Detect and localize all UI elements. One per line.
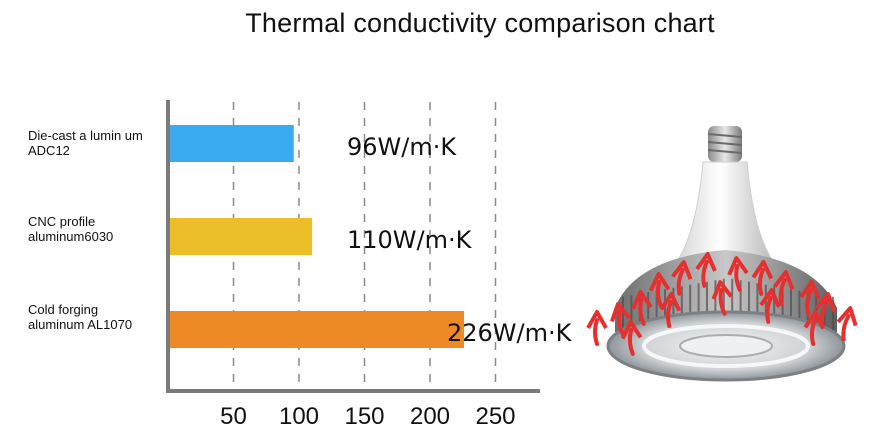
heat-arrow	[836, 306, 858, 342]
led-bulb-illustration	[586, 126, 858, 382]
heat-arrow	[759, 288, 781, 324]
heat-arrow	[586, 310, 608, 346]
category-label-cold-forging: Cold forging aluminum AL1070	[28, 302, 168, 332]
heat-arrow	[773, 270, 795, 306]
category-label-cnc: CNC profile aluminum6030	[28, 214, 168, 244]
x-tick-labels: 50 100 150 200 250	[220, 403, 515, 430]
category-label-die-cast-line2: ADC12	[28, 143, 70, 158]
category-label-die-cast-line1: Die-cast a lumin um	[28, 128, 143, 143]
bars	[170, 125, 465, 348]
heat-arrow	[751, 260, 774, 296]
value-label-2: 226W/m·K	[447, 319, 573, 347]
value-label-0: 96W/m·K	[347, 133, 457, 161]
heat-arrow	[609, 302, 632, 338]
heat-arrows	[586, 252, 858, 356]
heat-arrow	[799, 280, 821, 316]
bar-0	[170, 125, 294, 162]
value-label-1: 110W/m·K	[347, 226, 473, 254]
heat-arrow	[711, 280, 733, 316]
chart-title: Thermal conductivity comparison chart	[245, 8, 715, 38]
x-tick-label-100: 100	[279, 403, 319, 430]
heat-arrow	[631, 290, 653, 326]
heat-arrow	[695, 252, 717, 288]
bar-1	[170, 218, 313, 255]
category-label-cnc-line2: aluminum6030	[28, 229, 114, 244]
bulb-neck	[678, 161, 772, 259]
heat-arrow	[659, 292, 682, 328]
x-tick-label-150: 150	[344, 403, 384, 430]
bar-2	[170, 311, 465, 348]
heat-arrow	[671, 260, 693, 296]
category-label-cold-forging-line1: Cold forging	[28, 302, 99, 317]
category-label-cold-forging-line2: aluminum AL1070	[28, 317, 133, 332]
heat-arrow	[803, 310, 826, 346]
x-tick-label-200: 200	[410, 403, 450, 430]
heat-arrow	[620, 320, 643, 356]
x-tick-label-50: 50	[220, 403, 247, 430]
heat-arrow	[648, 272, 671, 308]
x-tick-label-250: 250	[475, 403, 515, 430]
category-label-cnc-line1: CNC profile	[28, 214, 96, 229]
bar-chart: 50 100 150 200 250 96W/m·K 110W/m·K 226W/m·K	[166, 100, 573, 430]
value-labels: 96W/m·K 110W/m·K 226W/m·K	[347, 133, 573, 347]
heat-arrow	[727, 256, 749, 292]
led-ring	[642, 324, 810, 368]
category-label-die-cast: Die-cast a lumin um ADC12	[28, 128, 168, 158]
